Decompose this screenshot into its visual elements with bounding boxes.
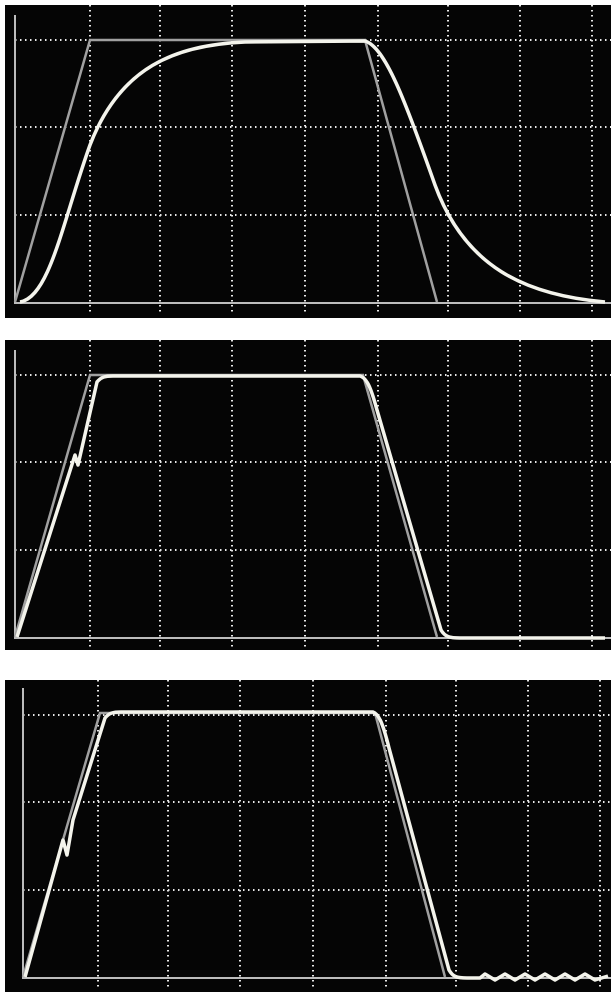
photo	[0, 0, 611, 992]
scope-panel	[5, 5, 611, 318]
page: Oscilloscope traces {} html, body { marg…	[0, 0, 611, 992]
scope-panel	[5, 340, 611, 650]
body: (() => { const data = JSON.parse(documen…	[0, 0, 611, 992]
scope-panel	[5, 680, 611, 992]
